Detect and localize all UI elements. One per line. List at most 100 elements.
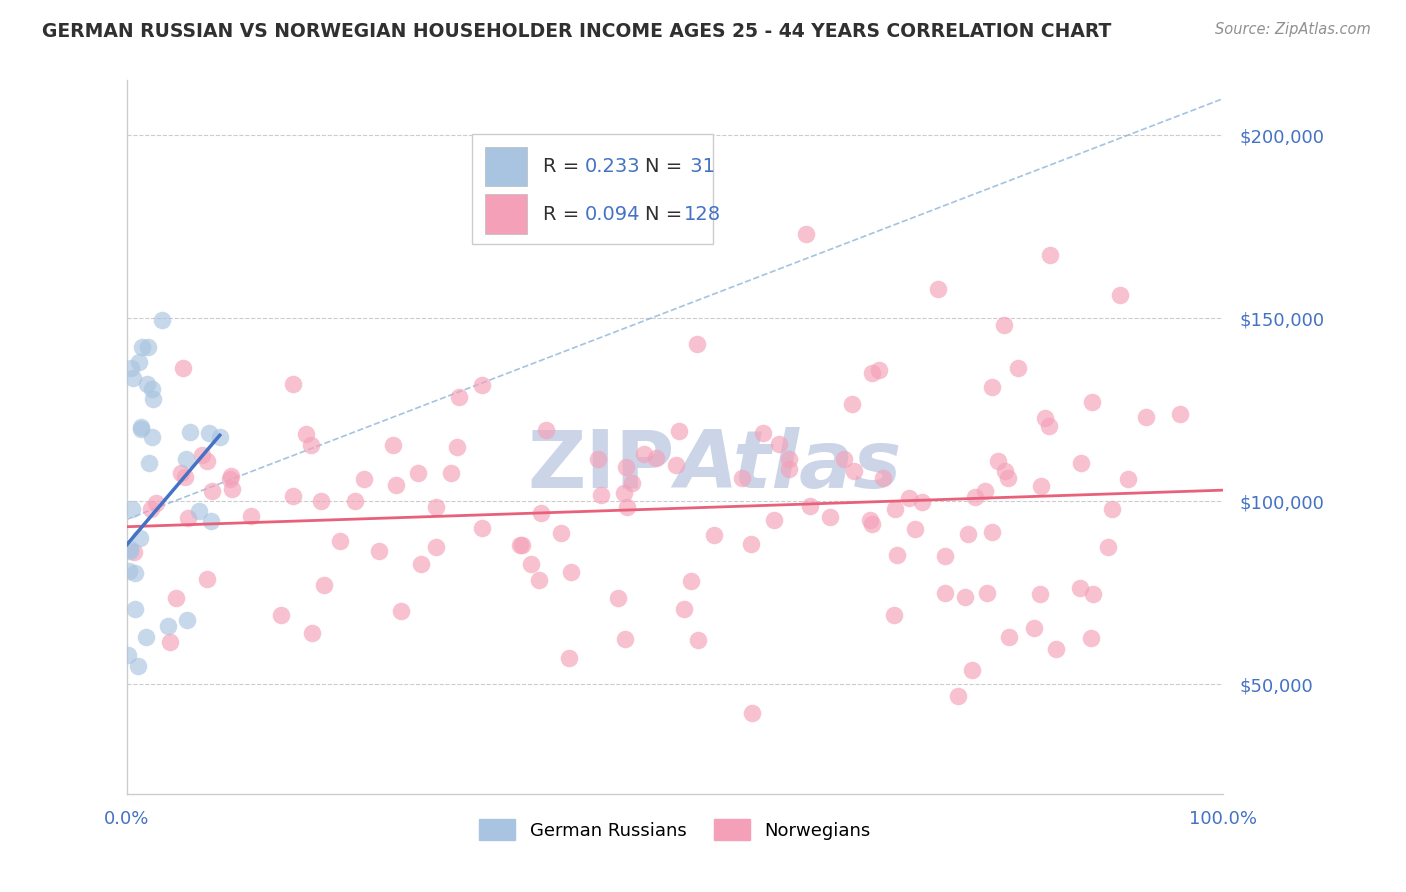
Point [1101, 501, 1123, 516]
Point [219, 468, 242, 483]
Legend: German Russians, Norwegians: German Russians, Norwegians [470, 810, 880, 849]
Text: 31: 31 [683, 157, 714, 176]
Point [796, 227, 818, 241]
FancyBboxPatch shape [485, 146, 527, 186]
Point [955, 590, 977, 604]
Point [762, 513, 785, 527]
Point [665, 458, 688, 472]
Point [859, 513, 882, 527]
Point [156, 619, 179, 633]
Point [560, 565, 582, 579]
Point [138, 457, 160, 471]
Point [980, 380, 1002, 394]
Point [283, 377, 305, 392]
Point [1038, 418, 1060, 433]
Text: GERMAN RUSSIAN VS NORWEGIAN HOUSEHOLDER INCOME AGES 25 - 44 YEARS CORRELATION CH: GERMAN RUSSIAN VS NORWEGIAN HOUSEHOLDER … [42, 22, 1112, 41]
Point [124, 566, 146, 581]
Point [145, 496, 167, 510]
Point [446, 441, 468, 455]
Point [530, 507, 553, 521]
Point [176, 613, 198, 627]
Point [425, 500, 447, 515]
Point [471, 521, 494, 535]
Point [309, 493, 332, 508]
Point [613, 632, 636, 646]
Text: Atlas: Atlas [675, 426, 901, 505]
Point [142, 392, 165, 406]
Point [165, 591, 187, 605]
Point [1033, 411, 1056, 425]
Point [141, 430, 163, 444]
Point [200, 514, 222, 528]
Point [1070, 457, 1092, 471]
Point [1039, 248, 1062, 262]
Point [121, 502, 143, 516]
Point [128, 531, 150, 545]
Point [731, 471, 754, 485]
Point [512, 538, 534, 552]
Text: N =: N = [645, 204, 689, 224]
Point [411, 557, 433, 571]
Point [616, 500, 638, 514]
Point [934, 586, 956, 600]
Point [131, 340, 153, 354]
Point [621, 475, 644, 490]
Point [295, 427, 318, 442]
Point [818, 510, 841, 524]
Point [312, 578, 335, 592]
Point [588, 451, 610, 466]
Point [1069, 581, 1091, 595]
Point [122, 544, 145, 558]
Text: ZIP: ZIP [527, 426, 675, 505]
Point [270, 608, 292, 623]
Point [613, 485, 636, 500]
Point [240, 509, 263, 524]
Point [946, 689, 969, 703]
Point [1022, 621, 1045, 635]
Text: 128: 128 [683, 204, 721, 224]
Point [177, 511, 200, 525]
Point [343, 494, 366, 508]
Point [883, 607, 905, 622]
Point [139, 502, 162, 516]
Point [686, 633, 709, 648]
Point [159, 635, 181, 649]
Text: N =: N = [645, 157, 689, 176]
Point [1097, 540, 1119, 554]
Point [174, 451, 197, 466]
Point [645, 450, 668, 465]
Point [741, 706, 763, 721]
Point [135, 377, 157, 392]
Point [1108, 288, 1130, 302]
Point [872, 471, 894, 485]
Point [169, 466, 191, 480]
Point [301, 438, 323, 452]
Point [191, 448, 214, 462]
Point [558, 651, 581, 665]
Point [118, 542, 141, 557]
Point [283, 489, 305, 503]
Point [633, 447, 655, 461]
Point [219, 472, 242, 486]
Point [449, 390, 471, 404]
Point [122, 371, 145, 385]
Point [860, 366, 883, 380]
Point [898, 491, 921, 506]
Point [329, 533, 352, 548]
Point [778, 451, 800, 466]
Point [179, 425, 201, 439]
FancyBboxPatch shape [472, 134, 713, 244]
Point [956, 526, 979, 541]
Point [860, 517, 883, 532]
Point [740, 537, 762, 551]
Point [550, 526, 572, 541]
Point [993, 318, 1015, 333]
Point [778, 462, 800, 476]
Point [201, 483, 224, 498]
Point [934, 549, 956, 563]
Point [799, 499, 821, 513]
Point [534, 423, 557, 437]
Point [382, 438, 405, 452]
Point [1118, 472, 1140, 486]
Point [128, 355, 150, 369]
